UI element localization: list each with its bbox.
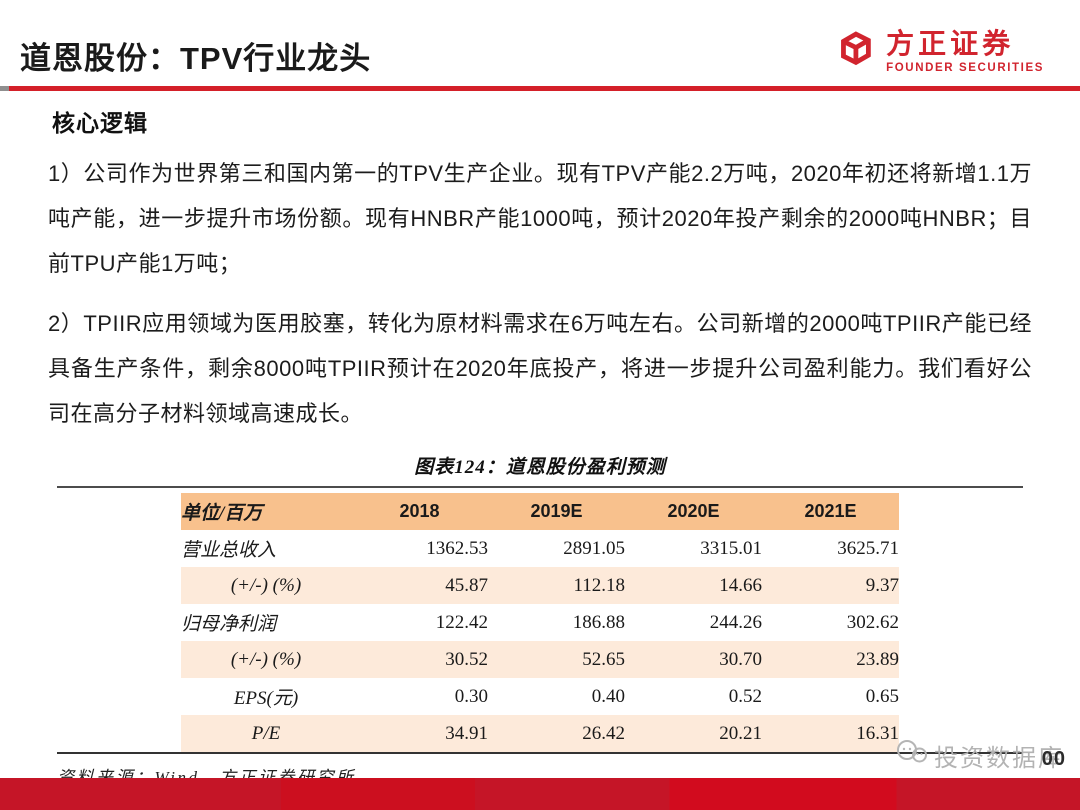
row-label: 营业总收入: [181, 540, 277, 561]
table-cell: 0.65: [865, 685, 899, 707]
table-cell: 20.21: [719, 722, 762, 744]
table-row: (+/-) (%) 30.52 52.65 30.70 23.89: [181, 641, 899, 678]
year-column-header: 2020E: [667, 501, 720, 521]
logo-text: 方正证券 FOUNDER SECURITIES: [886, 28, 1044, 74]
row-label: 归母净利润: [181, 614, 277, 635]
table-cell: 0.30: [454, 685, 488, 707]
year-column-header: 2018: [399, 501, 440, 521]
row-label: EPS(元): [233, 688, 299, 709]
table-cell: 9.37: [865, 574, 899, 596]
table-row: 营业总收入 1362.53 2891.05 3315.01 3625.71: [181, 530, 899, 567]
paragraph-1: 1）公司作为世界第三和国内第一的TPV生产企业。现有TPV产能2.2万吨，202…: [48, 161, 1032, 276]
table-cell: 14.66: [719, 574, 762, 596]
table-cell: 16.31: [856, 722, 899, 744]
section-heading: 核心逻辑: [52, 110, 148, 136]
table-cell: 30.52: [445, 648, 488, 670]
page-number: 00: [1041, 748, 1066, 770]
row-label: (+/-) (%): [230, 574, 302, 596]
table-cell: 302.62: [846, 611, 899, 633]
table-row: 归母净利润 122.42 186.88 244.26 302.62: [181, 604, 899, 641]
table-row: EPS(元) 0.30 0.40 0.52 0.65: [181, 678, 899, 715]
table-cell: 0.40: [591, 685, 625, 707]
page-title: 道恩股份：TPV行业龙头: [20, 40, 372, 76]
bottom-red-bar: [0, 778, 1080, 810]
table-cell: 244.26: [709, 611, 762, 633]
header: 道恩股份：TPV行业龙头 方正证券 FOUNDER SECURITIES: [0, 0, 1080, 77]
founder-securities-logo: 方正证券 FOUNDER SECURITIES: [831, 26, 1058, 77]
table-cell: 26.42: [582, 722, 625, 744]
cube-outline-icon: [831, 26, 877, 77]
year-column-header: 2019E: [530, 501, 583, 521]
paragraph-2: 2）TPIIR应用领域为医用胶塞，转化为原材料需求在6万吨左右。公司新增的200…: [48, 311, 1032, 426]
title-divider: [0, 86, 1080, 91]
table-cell: 112.18: [573, 574, 625, 596]
logo-name-cn: 方正证券: [886, 28, 1015, 60]
table-cell: 1362.53: [426, 537, 488, 559]
logo-name-en: FOUNDER SECURITIES: [886, 61, 1044, 74]
table-header-row: 单位/百万 2018 2019E 2020E 2021E: [181, 493, 899, 530]
table-cell: 3625.71: [837, 537, 899, 559]
table-cell: 30.70: [719, 648, 762, 670]
table-cell: 186.88: [572, 611, 625, 633]
row-label: (+/-) (%): [230, 648, 302, 670]
table-cell: 2891.05: [563, 537, 625, 559]
profit-forecast-table: 单位/百万 2018 2019E 2020E 2021E 营业总收入 1362.53 289…: [181, 493, 899, 752]
figure-title: 图表124：道恩股份盈利预测: [57, 452, 1023, 488]
row-label: P/E: [251, 722, 281, 744]
figure: 图表124：道恩股份盈利预测 单位/百万 2018 2019E 2020E 2021E …: [57, 452, 1023, 788]
watermark-text: 投资数据库: [934, 745, 1064, 772]
table-row: (+/-) (%) 45.87 112.18 14.66 9.37: [181, 567, 899, 604]
table-cell: 52.65: [582, 648, 625, 670]
table-cell: 0.52: [728, 685, 762, 707]
watermark: 投资数据库: [894, 738, 1064, 773]
year-column-header: 2021E: [804, 501, 857, 521]
chat-faces-icon: [894, 738, 928, 773]
figure-body: 单位/百万 2018 2019E 2020E 2021E 营业总收入 1362.53 289…: [57, 488, 1023, 754]
table-row: P/E 34.91 26.42 20.21 16.31: [181, 715, 899, 752]
table-cell: 3315.01: [700, 537, 762, 559]
table-cell: 34.91: [445, 722, 488, 744]
table-cell: 23.89: [856, 648, 899, 670]
table-cell: 45.87: [445, 574, 488, 596]
table-cell: 122.42: [435, 611, 488, 633]
unit-column-header: 单位/百万: [181, 503, 263, 524]
